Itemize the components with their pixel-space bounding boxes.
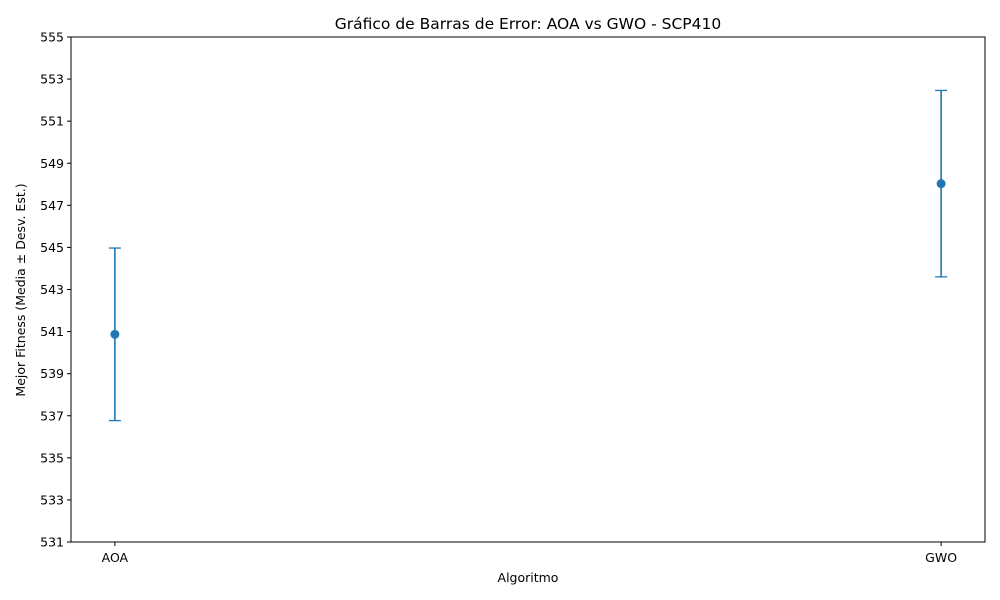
y-tick-label: 549 (40, 156, 64, 171)
y-tick-label: 543 (40, 282, 64, 297)
y-tick-label: 541 (40, 324, 64, 339)
y-tick-label: 539 (40, 366, 64, 381)
chart-title: Gráfico de Barras de Error: AOA vs GWO -… (335, 15, 722, 33)
y-tick-label: 531 (40, 535, 64, 550)
y-tick-label: 551 (40, 114, 64, 129)
y-tick-label: 535 (40, 450, 64, 465)
y-tick-label: 533 (40, 492, 64, 507)
x-tick-label: AOA (102, 550, 129, 565)
x-axis-label: Algoritmo (498, 570, 559, 585)
x-tick-label: GWO (925, 550, 957, 565)
y-tick-label: 555 (40, 30, 64, 45)
y-axis-label: Mejor Fitness (Media ± Desv. Est.) (13, 183, 28, 396)
y-tick-label: 537 (40, 408, 64, 423)
y-tick-label: 553 (40, 72, 64, 87)
y-tick-label: 545 (40, 240, 64, 255)
mean-point (936, 179, 946, 189)
y-tick-label: 547 (40, 198, 64, 213)
plot-area (108, 89, 948, 422)
mean-point (110, 329, 120, 339)
